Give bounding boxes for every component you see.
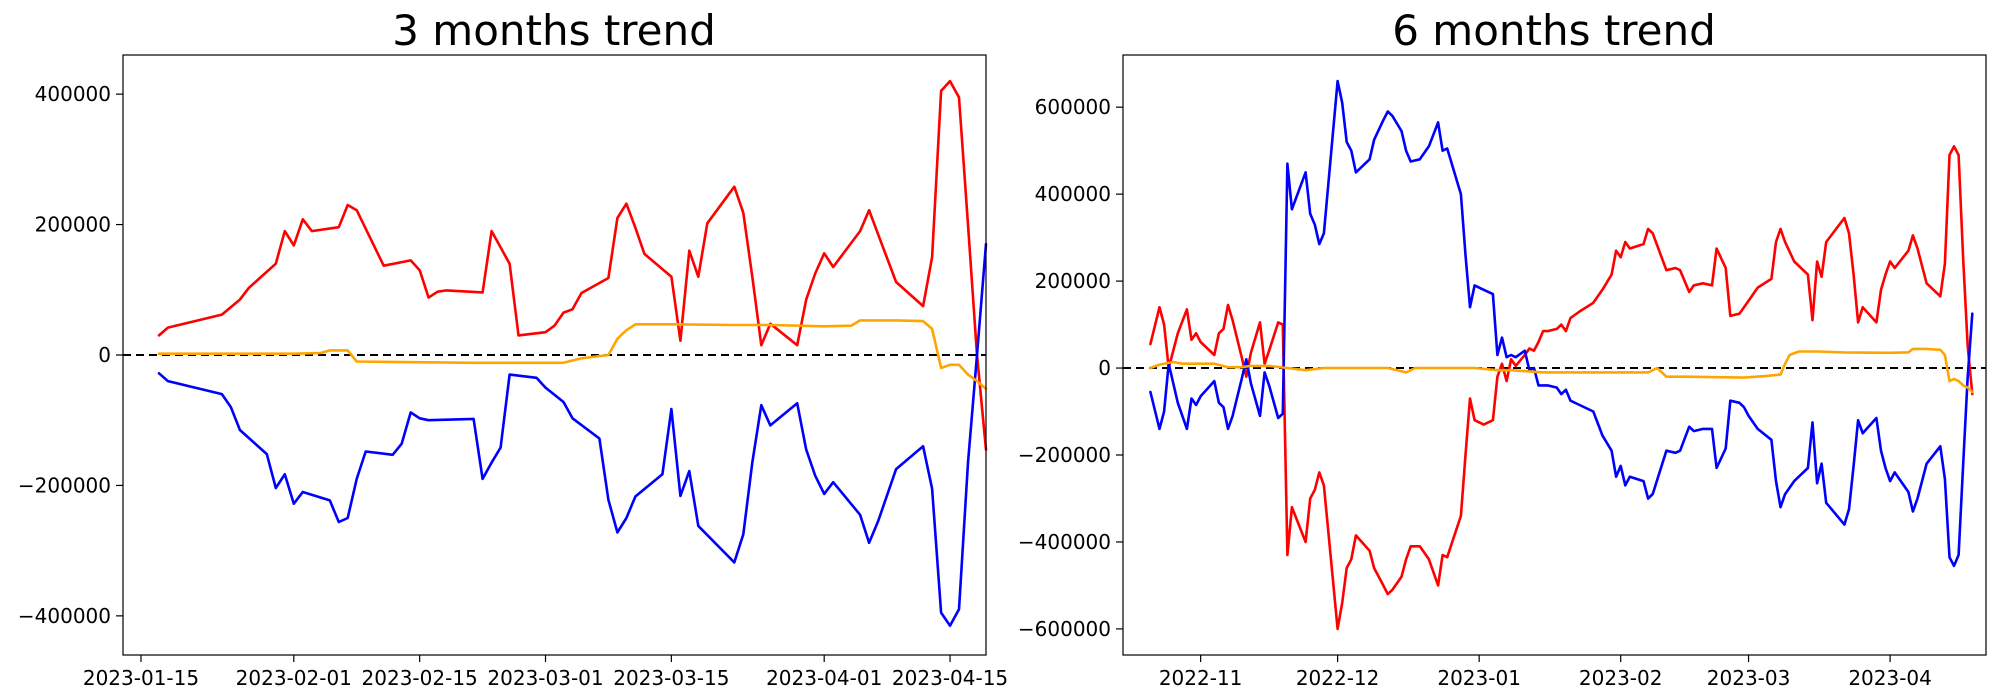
x-tick-label: 2023-02 [1579, 666, 1663, 690]
y-tick-label: 400000 [35, 82, 111, 106]
x-tick-label: 2023-03-15 [613, 666, 729, 690]
series-line-2 [1149, 347, 1974, 394]
axis-ticks: 2022-11 2022-12 2023-01 2023-02 2023-03 2023-… [1018, 95, 1932, 690]
series-lines [1149, 79, 1974, 631]
y-tick-label: 200000 [1035, 269, 1111, 293]
x-tick-label: 2023-04-15 [892, 666, 1008, 690]
series-line-0 [1149, 145, 1974, 631]
x-tick-label: 2023-03 [1707, 666, 1791, 690]
y-tick-label: −200000 [18, 473, 111, 497]
x-tick-label: 2022-11 [1159, 666, 1243, 690]
series-lines [157, 79, 988, 628]
axis-ticks: 2023-01-15 2023-02-01 2023-02-15 2023-03-01… [18, 82, 1008, 690]
x-tick-label: 2023-02-15 [362, 666, 478, 690]
x-tick-label: 2023-02-01 [236, 666, 352, 690]
chart-title: 6 months trend [1392, 6, 1716, 55]
series-line-0 [157, 79, 988, 451]
series-line-1 [157, 242, 988, 628]
chart-6-months-trend: 6 months trend 2022-11 2022-12 2023-01 2023… [1018, 6, 1987, 690]
series-line-2 [157, 319, 988, 391]
x-tick-label: 2023-01 [1437, 666, 1521, 690]
y-tick-label: 0 [1098, 356, 1111, 380]
series-line-1 [1149, 79, 1974, 568]
y-tick-label: −200000 [1018, 443, 1111, 467]
y-tick-label: 200000 [35, 213, 111, 237]
y-tick-label: 0 [98, 343, 111, 367]
chart-3-months-trend: 3 months trend 2023-01-15 2023-02-01 2023-… [18, 6, 1008, 690]
chart-title: 3 months trend [392, 6, 716, 55]
x-tick-label: 2022-12 [1296, 666, 1380, 690]
x-tick-label: 2023-04 [1848, 666, 1932, 690]
y-tick-label: −400000 [18, 604, 111, 628]
x-tick-label: 2023-04-01 [766, 666, 882, 690]
y-tick-label: 600000 [1035, 95, 1111, 119]
y-tick-label: −600000 [1018, 617, 1111, 641]
y-tick-label: 400000 [1035, 182, 1111, 206]
x-tick-label: 2023-01-15 [83, 666, 199, 690]
plot-frame [122, 54, 987, 656]
plot-frame [1122, 54, 1987, 656]
x-tick-label: 2023-03-01 [487, 666, 603, 690]
y-tick-label: −400000 [1018, 530, 1111, 554]
